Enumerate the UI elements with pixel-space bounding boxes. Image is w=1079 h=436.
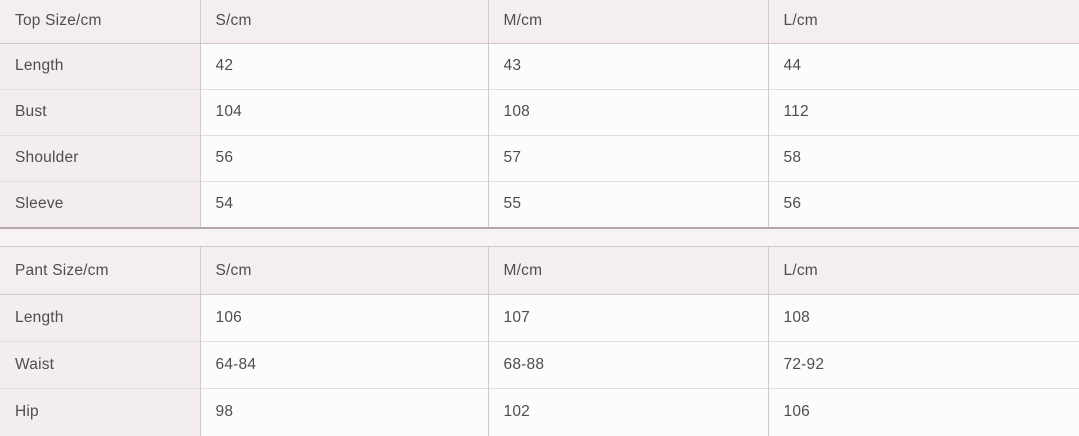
table-row-sleeve: Sleeve 54 55 56 xyxy=(0,180,1079,227)
size-value-cell: 42 xyxy=(199,43,488,89)
column-header-l: L/cm xyxy=(767,246,1079,295)
table-row-shoulder: Shoulder 56 57 58 xyxy=(0,134,1079,181)
pant-size-table: Pant Size/cm S/cm M/cm L/cm Length 106 1… xyxy=(0,246,1079,436)
size-value-cell: 108 xyxy=(487,88,768,135)
size-value-cell: 68-88 xyxy=(487,341,768,389)
size-value-cell: 106 xyxy=(767,388,1079,436)
size-value-cell: 106 xyxy=(199,294,488,342)
size-value-cell: 56 xyxy=(767,180,1079,227)
row-label: Length xyxy=(0,43,200,89)
size-value-cell: 55 xyxy=(487,180,768,227)
size-value-cell: 72-92 xyxy=(767,341,1079,389)
size-value-cell: 43 xyxy=(487,43,768,89)
top-header-row: Top Size/cm S/cm M/cm L/cm xyxy=(0,0,1079,44)
size-value-cell: 56 xyxy=(199,134,488,181)
row-label: Length xyxy=(0,294,200,342)
table-separator xyxy=(0,227,1079,246)
table-row-hip: Hip 98 102 106 xyxy=(0,388,1079,436)
size-value-cell: 54 xyxy=(199,180,488,227)
column-header-pant-size: Pant Size/cm xyxy=(0,246,200,295)
size-value-cell: 108 xyxy=(767,294,1079,342)
column-header-top-size: Top Size/cm xyxy=(0,0,200,44)
size-value-cell: 58 xyxy=(767,134,1079,181)
row-label: Hip xyxy=(0,388,200,436)
row-label: Bust xyxy=(0,88,200,135)
table-row-length: Length 42 43 44 xyxy=(0,43,1079,89)
size-value-cell: 102 xyxy=(487,388,768,436)
size-value-cell: 112 xyxy=(767,88,1079,135)
size-value-cell: 98 xyxy=(199,388,488,436)
column-header-s: S/cm xyxy=(199,246,488,295)
column-header-s: S/cm xyxy=(199,0,488,44)
row-label: Shoulder xyxy=(0,134,200,181)
size-value-cell: 107 xyxy=(487,294,768,342)
row-label: Sleeve xyxy=(0,180,200,227)
pant-header-row: Pant Size/cm S/cm M/cm L/cm xyxy=(0,246,1079,295)
size-value-cell: 57 xyxy=(487,134,768,181)
column-header-l: L/cm xyxy=(767,0,1079,44)
table-row-bust: Bust 104 108 112 xyxy=(0,88,1079,135)
top-size-table: Top Size/cm S/cm M/cm L/cm Length 42 43 … xyxy=(0,0,1079,227)
size-value-cell: 44 xyxy=(767,43,1079,89)
table-row-length: Length 106 107 108 xyxy=(0,294,1079,342)
column-header-m: M/cm xyxy=(487,0,768,44)
size-value-cell: 64-84 xyxy=(199,341,488,389)
table-row-waist: Waist 64-84 68-88 72-92 xyxy=(0,341,1079,389)
column-header-m: M/cm xyxy=(487,246,768,295)
size-value-cell: 104 xyxy=(199,88,488,135)
row-label: Waist xyxy=(0,341,200,389)
